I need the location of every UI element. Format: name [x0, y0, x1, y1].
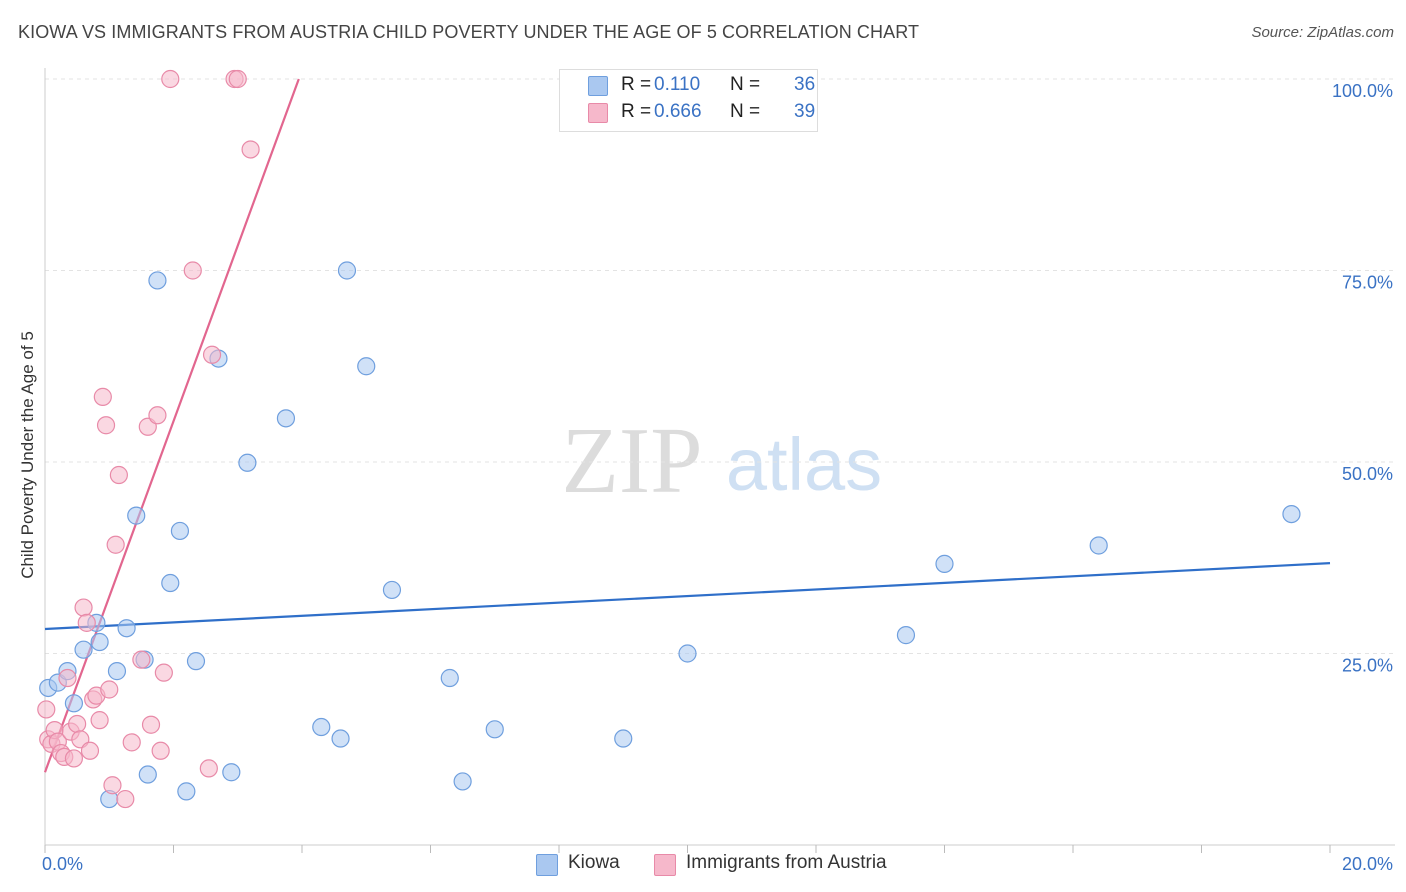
- austria-point: [199, 759, 218, 778]
- kiowa-swatch: [536, 854, 558, 876]
- austria-point: [74, 598, 93, 617]
- kiowa-point: [678, 644, 697, 663]
- kiowa-point: [896, 626, 916, 645]
- kiowa-point: [138, 765, 157, 784]
- legend-n-value: 39: [794, 101, 816, 122]
- austria-point: [151, 741, 170, 760]
- austria-point: [183, 261, 202, 280]
- legend-n-value: 36: [794, 74, 816, 95]
- data-points: [37, 69, 1301, 809]
- chart-title: KIOWA VS IMMIGRANTS FROM AUSTRIA CHILD P…: [18, 22, 920, 42]
- legend-r-value: 0.666: [654, 101, 702, 122]
- watermark: ZIP atlas: [562, 409, 883, 513]
- austria-point: [103, 776, 122, 795]
- kiowa-point: [170, 521, 190, 541]
- legend-r-label: R =: [621, 101, 652, 122]
- kiowa-point: [276, 409, 296, 428]
- kiowa-point: [440, 668, 459, 688]
- austria-point: [241, 140, 260, 159]
- source-label: Source: ZipAtlas.com: [1251, 24, 1394, 41]
- kiowa-point: [90, 632, 109, 652]
- austria-point: [116, 789, 135, 809]
- kiowa-swatch: [588, 76, 608, 96]
- kiowa-point: [148, 271, 167, 290]
- austria-point: [109, 465, 128, 485]
- kiowa-point: [107, 662, 127, 681]
- austria-point: [100, 680, 119, 699]
- kiowa-point: [1089, 536, 1108, 555]
- tick-labels: 25.0% 50.0% 75.0% 100.0% 0.0% 20.0%: [42, 81, 1393, 874]
- austria-point: [132, 650, 151, 669]
- kiowa-point: [357, 357, 376, 376]
- kiowa-point: [485, 720, 504, 739]
- kiowa-point: [312, 717, 331, 737]
- x-tick-label: 0.0%: [42, 854, 83, 874]
- austria-point: [202, 345, 222, 364]
- austria-point: [161, 69, 180, 89]
- kiowa-point: [117, 619, 136, 638]
- watermark-atlas: atlas: [726, 423, 882, 506]
- austria-point: [37, 700, 56, 719]
- kiowa-point: [238, 453, 257, 472]
- kiowa-point: [222, 763, 241, 782]
- austria-point: [77, 613, 96, 632]
- y-tick-label: 75.0%: [1342, 273, 1393, 293]
- austria-point: [80, 741, 100, 760]
- austria-point: [90, 711, 109, 730]
- austria-point: [148, 406, 167, 425]
- austria-point: [228, 69, 247, 89]
- kiowa-trend-line: [44, 562, 1331, 631]
- grid-lines: [45, 78, 1395, 654]
- kiowa-point: [382, 580, 402, 600]
- austria-point: [141, 715, 161, 734]
- kiowa-point: [186, 652, 206, 671]
- kiowa-point: [127, 506, 146, 525]
- austria-point: [122, 733, 141, 752]
- x-tick-label: 20.0%: [1342, 854, 1393, 874]
- kiowa-point: [177, 782, 196, 801]
- legend-n-label: N =: [730, 101, 761, 122]
- y-tick-label: 50.0%: [1342, 464, 1393, 484]
- austria-point: [68, 714, 87, 734]
- legend-kiowa-label: Kiowa: [568, 852, 620, 873]
- y-tick-label: 100.0%: [1332, 81, 1393, 101]
- kiowa-point: [614, 729, 633, 748]
- kiowa-point: [74, 640, 93, 659]
- correlation-legend: R = 0.110 N = 36 R = 0.666 N = 39: [559, 69, 818, 132]
- austria-point: [106, 535, 125, 554]
- kiowa-point: [935, 554, 954, 573]
- kiowa-point: [337, 261, 357, 280]
- austria-point: [93, 387, 112, 406]
- kiowa-point: [161, 573, 180, 593]
- austria-trend-line: [43, 78, 300, 773]
- austria-swatch: [588, 103, 608, 123]
- legend-r-label: R =: [621, 74, 652, 95]
- austria-point: [154, 663, 173, 682]
- austria-point: [96, 416, 116, 435]
- watermark-zip: ZIP: [562, 409, 703, 513]
- legend-n-label: N =: [730, 74, 761, 95]
- kiowa-point: [453, 772, 472, 791]
- kiowa-point: [331, 729, 350, 748]
- austria-point: [64, 749, 84, 768]
- kiowa-point: [64, 694, 84, 713]
- y-tick-label: 25.0%: [1342, 656, 1393, 676]
- austria-point: [58, 668, 77, 688]
- austria-swatch: [654, 854, 676, 876]
- kiowa-point: [1282, 504, 1301, 524]
- legend-r-value: 0.110: [654, 74, 701, 95]
- legend-austria-label: Immigrants from Austria: [686, 852, 887, 873]
